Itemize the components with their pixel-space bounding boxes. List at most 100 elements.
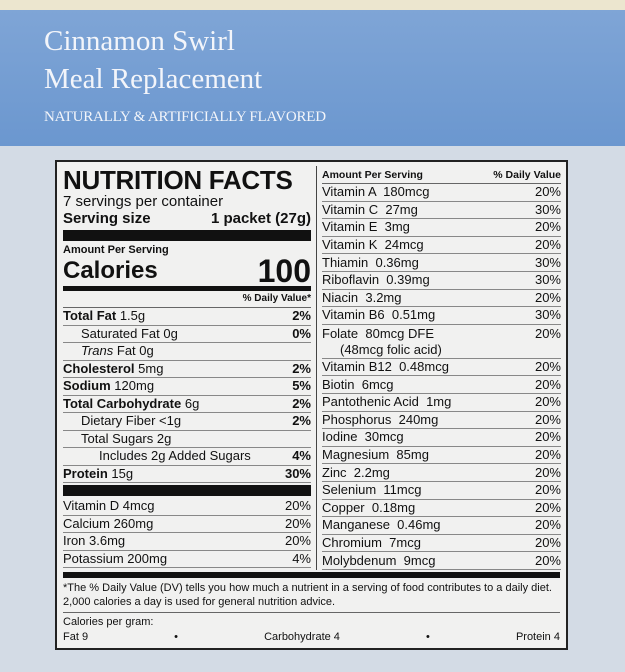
vitamin-name: Manganese 0.46mg: [322, 517, 441, 533]
right-header-dv: % Daily Value: [493, 168, 561, 181]
vitamin-name-cell: Vitamin C 27mg: [322, 202, 418, 218]
box-top-edge: [0, 0, 625, 12]
product-name-line1: Cinnamon Swirl: [44, 25, 235, 57]
thick-rule: [63, 485, 311, 496]
vitamin-dv: 20%: [534, 411, 561, 427]
protein-per-gram: Protein 4: [515, 630, 560, 643]
vitamin-row: Vitamin B12 0.48mcg 20%: [322, 359, 561, 377]
nutrient-name-cell: Includes 2g Added Sugars: [63, 448, 251, 464]
vitamin-name-cell: Selenium 11mcg: [322, 482, 421, 498]
nutrient-row: Trans Fat 0g: [63, 343, 311, 361]
nutrient-name: Total Fat: [63, 308, 117, 324]
nutrient-row: Dietary Fiber <1g 2%: [63, 413, 311, 431]
vitamin-name: Iodine 30mcg: [322, 429, 404, 445]
vitamin-name-cell: Chromium 7mcg: [322, 535, 421, 551]
vitamin-name: Phosphorus 240mg: [322, 411, 439, 427]
vitamin-name-cell: Vitamin A 180mcg: [322, 184, 429, 200]
nutrient-name: Sodium: [63, 378, 111, 394]
vitamin-name-cell: Pantothenic Acid 1mg: [322, 394, 451, 410]
vitamin-name: Iron 3.6mg: [63, 533, 126, 549]
vitamin-name: Calcium 260mg: [63, 515, 154, 531]
nutrient-name-cell: Saturated Fat 0g: [63, 326, 178, 342]
vitamin-dv: 4%: [292, 550, 311, 566]
nutrient-amount: 120mg: [114, 378, 155, 394]
vitamin-dv: 20%: [534, 429, 561, 445]
amount-per-serving: Amount Per Serving: [63, 244, 169, 256]
vitamin-row: Vitamin B6 0.51mg 30%: [322, 307, 561, 325]
nutrient-name: Protein: [63, 465, 108, 481]
nutrient-name: Dietary Fiber: [81, 413, 156, 429]
vitamin-row: Niacin 3.2mg 20%: [322, 290, 561, 308]
vitamin-name: Riboflavin 0.39mg: [322, 272, 430, 288]
nutrient-dv: 2%: [292, 308, 311, 324]
vitamin-dv: 20%: [534, 447, 561, 463]
vitamin-name-cell: Biotin 6mcg: [322, 377, 394, 393]
right-vitamin-rows: Vitamin A 180mcg 20% Vitamin C 27mg 30% Vita…: [322, 184, 561, 570]
vitamin-name-cell: Vitamin B12 0.48mcg: [322, 359, 449, 375]
nutrient-row: Saturated Fat 0g 0%: [63, 325, 311, 343]
vitamin-name: Vitamin D 4mcg: [63, 498, 155, 514]
vitamin-name: Vitamin B6 0.51mg: [322, 307, 436, 323]
medium-rule: [63, 286, 311, 291]
vitamin-dv: 30%: [534, 201, 561, 217]
nutrient-dv: 4%: [292, 448, 311, 464]
footnote: *The % Daily Value (DV) tells you how mu…: [63, 581, 560, 613]
label-right-column: Amount Per Serving % Daily Value Vitamin …: [316, 166, 561, 570]
nutrient-name: Trans: [81, 343, 114, 359]
vitamin-dv: 20%: [284, 498, 311, 514]
vitamin-name: Biotin 6mcg: [322, 376, 394, 392]
vitamin-name: Potassium 200mg: [63, 550, 168, 566]
vitamin-name: Selenium 11mcg: [322, 482, 422, 498]
nutrient-name: Total Carbohydrate: [63, 395, 182, 411]
vitamin-dv: 20%: [534, 359, 561, 375]
label-footer: *The % Daily Value (DV) tells you how mu…: [63, 571, 560, 644]
vitamin-name: Pantothenic Acid 1mg: [322, 394, 452, 410]
vitamin-name: Vitamin K 24mcg: [322, 237, 424, 253]
nutrient-amount: 0g: [163, 325, 178, 341]
nutrient-row: Sodium 120mg 5%: [63, 378, 311, 396]
nutrient-dv: 0%: [292, 325, 311, 341]
nutrient-name-cell: Protein 15g: [63, 466, 133, 482]
vitamin-name-cell: Vitamin E 3mg: [322, 219, 410, 235]
nutrient-row: Cholesterol 5mg 2%: [63, 360, 311, 378]
vitamin-name: Zinc 2.2mg: [322, 464, 390, 480]
vitamin-name-cell: Manganese 0.46mg: [322, 517, 441, 533]
vitamin-row: Molybdenum 9mcg 20%: [322, 552, 561, 570]
bullet: •: [174, 630, 179, 643]
vitamin-dv: 20%: [534, 184, 561, 200]
vitamin-row: Vitamin C 27mg 30%: [322, 202, 561, 220]
nutrient-dv: 2%: [292, 413, 311, 429]
vitamin-row: Thiamin 0.36mg 30%: [322, 254, 561, 272]
nutrient-dv: 2%: [292, 360, 311, 376]
vitamin-name: Vitamin A 180mcg: [322, 184, 430, 200]
vitamin-name-cell: Niacin 3.2mg: [322, 290, 401, 306]
vitamin-dv: 20%: [534, 534, 561, 550]
nutrient-name-cell: Total Fat 1.5g: [63, 308, 145, 324]
vitamin-name: Niacin 3.2mg: [322, 289, 402, 305]
vitamin-row: Copper 0.18mg 20%: [322, 500, 561, 518]
vitamin-row: Potassium 200mg 4%: [63, 550, 311, 568]
nutrient-amount: 6g: [184, 395, 200, 411]
vitamin-row: Biotin 6mcg 20%: [322, 376, 561, 394]
vitamin-name: Chromium 7mcg: [322, 534, 421, 550]
vitamin-name-cell: Zinc 2.2mg: [322, 465, 390, 481]
servings-per-container: 7 servings per container: [63, 193, 224, 210]
nutrient-row: Total Carbohydrate 6g 2%: [63, 396, 311, 413]
vitamin-dv: 20%: [534, 289, 561, 305]
carb-per-gram: Carbohydrate 4: [264, 630, 340, 643]
bullet: •: [426, 630, 430, 643]
vitamin-subtext: (48mcg folic acid): [340, 341, 442, 357]
vitamin-row: Magnesium 85mg 20%: [322, 447, 561, 465]
vitamin-name-cell: Thiamin 0.36mg: [322, 255, 419, 271]
serving-size-label: Serving size: [63, 210, 151, 227]
right-header: Amount Per Serving % Daily Value: [322, 166, 561, 184]
vitamin-name: Vitamin E 3mg: [322, 219, 410, 235]
vitamin-dv: 30%: [534, 254, 561, 270]
vitamin-row: Vitamin K 24mcg 20%: [322, 237, 561, 255]
nutrient-name-cell: Total Carbohydrate 6g: [63, 396, 199, 412]
vitamin-dv: 20%: [534, 394, 561, 410]
nutrient-row: Total Sugars 2g: [63, 431, 311, 448]
vitamin-row: Calcium 260mg 20%: [63, 515, 311, 533]
vitamin-row: Iron 3.6mg 20%: [63, 533, 311, 551]
left-vitamin-rows: Vitamin D 4mcg 20% Calcium 260mg 20% Iron 3.…: [63, 498, 311, 568]
